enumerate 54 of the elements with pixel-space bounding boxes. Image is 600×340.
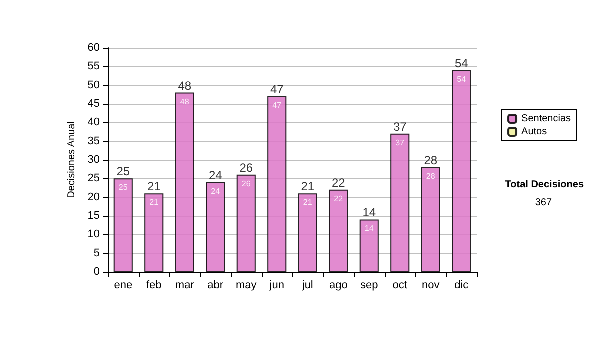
data-label: 37 (396, 138, 406, 148)
data-label: 21 (303, 198, 313, 208)
y-tick-label: 40 (88, 116, 100, 129)
y-tick-label: 25 (88, 172, 100, 185)
x-tick-label: oct (392, 280, 408, 292)
y-tick-label: 45 (88, 98, 100, 110)
total-label: 25 (116, 164, 130, 179)
data-label: 21 (150, 198, 160, 208)
x-tick-label: feb (146, 280, 162, 292)
x-tick-label: dic (454, 280, 470, 292)
total-label: 37 (393, 120, 408, 134)
total-label: 22 (332, 176, 346, 190)
x-tick-label: mar (175, 280, 195, 292)
x-tick-label: ene (114, 280, 133, 292)
data-label: 14 (364, 224, 374, 234)
x-tick-label: jun (268, 280, 284, 292)
y-tick-label: 15 (88, 210, 100, 222)
data-label: 47 (272, 101, 282, 110)
total-label: 21 (301, 180, 315, 194)
x-tick-label: sep (360, 280, 378, 292)
text: 367 (535, 198, 552, 208)
total-label: 24 (208, 168, 223, 182)
total-label: 54 (454, 56, 469, 70)
y-tick-label: 50 (88, 79, 100, 92)
total-label: 48 (178, 78, 192, 93)
total-label: 26 (240, 160, 254, 175)
x-tick-label: ago (329, 280, 348, 292)
y-tick-label: 10 (88, 228, 100, 241)
y-tick-label: 5 (94, 247, 100, 260)
x-tick-label: may (236, 280, 258, 292)
text: Total Decisiones (505, 180, 584, 190)
x-tick-label: abr (208, 280, 224, 292)
y-tick-label: 55 (88, 60, 100, 73)
y-tick-label: 60 (88, 42, 100, 54)
x-tick-label: jul (301, 280, 314, 292)
total-label: 47 (270, 82, 284, 97)
data-label: 48 (180, 97, 190, 106)
total-label: 14 (362, 206, 376, 220)
y-tick-label: 30 (88, 154, 100, 166)
x-tick-label: nov (422, 280, 440, 292)
y-tick-label: 0 (94, 266, 100, 278)
data-label: 26 (242, 179, 252, 188)
data-label: 54 (457, 74, 467, 84)
total-label: 21 (147, 180, 162, 194)
legend-label: Autos (522, 126, 548, 138)
data-label: 28 (426, 172, 436, 181)
data-label: 24 (211, 186, 221, 196)
data-label: 25 (118, 183, 128, 192)
legend-label: Sentencias (522, 114, 572, 124)
data-label: 22 (334, 194, 344, 204)
y-tick-label: 35 (88, 135, 100, 148)
y-tick-label: 20 (88, 191, 100, 204)
y-axis-title: Decisiones Anual (66, 122, 78, 198)
total-label: 28 (424, 153, 438, 168)
